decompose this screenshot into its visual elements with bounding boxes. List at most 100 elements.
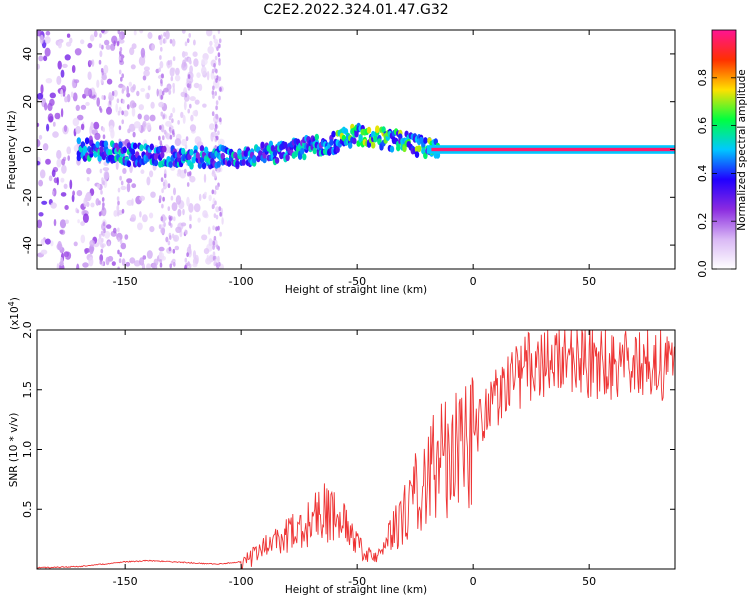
spectrogram-noise-cell <box>170 112 173 118</box>
spectrogram-noise-cell <box>212 34 216 40</box>
spectrogram-noise-cell <box>221 217 224 225</box>
spectrogram-noise-cell <box>217 52 221 58</box>
spectrogram-noise-cell <box>212 203 215 209</box>
spectrogram-noise-cell <box>99 254 104 262</box>
spectrogram-noise-cell <box>165 120 172 127</box>
snr-ytick-label: 1.5 <box>21 381 34 399</box>
spectrogram-noise-cell <box>173 262 176 267</box>
spectrogram-noise-cell <box>184 144 188 150</box>
spectrogram-noise-cell <box>203 248 210 255</box>
spectrogram-noise-cell <box>183 61 187 67</box>
spectrogram-noise-cell <box>130 214 137 222</box>
spectrogram-noise-cell <box>45 30 51 36</box>
spectrogram-noise-cell <box>175 226 182 233</box>
spectrogram-noise-cell <box>170 195 174 201</box>
spectrogram-noise-cell <box>120 185 127 191</box>
spectrogram-noise-cell <box>162 216 167 221</box>
spectrogram-ytick-label: -20 <box>21 188 34 206</box>
spectrogram-noise-cell <box>163 38 166 44</box>
spectrogram-signal-cell <box>199 156 205 164</box>
spectrogram-noise-cell <box>184 41 188 47</box>
spectrogram-noise-cell <box>140 47 146 58</box>
spectrogram-signal-cell <box>122 146 127 154</box>
spectrogram-noise-cell <box>132 84 136 91</box>
spectrogram-noise-cell <box>156 88 159 97</box>
spectrogram-noise-cell <box>56 263 60 269</box>
spectrogram-noise-cell <box>45 78 53 84</box>
spectrogram-noise-cell <box>219 231 222 237</box>
spectrogram-noise-cell <box>99 108 103 113</box>
spectrogram-noise-cell <box>57 40 63 49</box>
spectrogram-noise-cell <box>121 110 124 116</box>
spectrogram-noise-cell <box>37 160 41 166</box>
spectrogram-noise-cell <box>37 30 42 37</box>
spectrogram-signal-cell <box>181 147 186 155</box>
spectrogram-noise-cell <box>88 256 94 267</box>
spectrogram-noise-cell <box>107 241 111 247</box>
spectrogram-noise-cell <box>69 179 73 190</box>
spectrogram-noise-cell <box>159 195 162 201</box>
spectrogram-noise-cell <box>86 177 90 182</box>
spectrogram-xtick-label: 50 <box>582 275 596 288</box>
spectrogram-noise-cell <box>163 87 170 93</box>
spectrogram-signal-cell <box>220 152 225 160</box>
spectrogram-noise-cell <box>172 107 176 114</box>
spectrogram-noise-cell <box>158 224 162 230</box>
spectrogram-noise-cell <box>172 82 175 88</box>
spectrogram-noise-cell <box>64 96 68 103</box>
spectrogram-noise-cell <box>104 230 111 239</box>
spectrogram-noise-cell <box>100 68 104 73</box>
spectrogram-noise-cell <box>184 257 188 263</box>
spectrogram-noise-cell <box>185 136 189 142</box>
spectrogram-noise-cell <box>37 92 44 100</box>
spectrogram-noise-cell <box>202 210 208 218</box>
snr-ytick-label: 2.0 <box>21 321 34 339</box>
spectrogram-noise-cell <box>137 113 142 120</box>
spectrogram-signal-cell <box>354 130 359 138</box>
spectrogram-noise-cell <box>85 101 90 106</box>
colorbar: 0.0 0.2 0.4 0.6 0.8 Normalized spectral ampl… <box>696 29 748 278</box>
snr-series-line <box>37 330 675 569</box>
spectrogram-noise-cell <box>126 182 131 193</box>
spectrogram-noise-cell <box>72 117 80 127</box>
spectrogram-noise-cell <box>53 219 57 227</box>
spectrogram-noise-cell <box>57 60 62 70</box>
spectrogram-noise-cell <box>50 240 54 247</box>
spectrogram-noise-cell <box>82 262 89 268</box>
spectrogram-noise-cell <box>117 187 121 193</box>
spectrogram-noise-cell <box>172 234 180 242</box>
spectrogram-noise-cell <box>89 60 93 66</box>
spectrogram-noise-cell <box>217 225 220 231</box>
spectrogram-noise-cell <box>187 108 190 114</box>
spectrogram-noise-cell <box>209 40 213 47</box>
spectrogram-noise-cell <box>37 219 43 229</box>
spectrogram-signal-cell <box>358 134 363 141</box>
spectrogram-signal-cell <box>272 149 278 157</box>
spectrogram-noise-cell <box>169 134 173 140</box>
spectrogram-noise-cell <box>62 63 68 68</box>
spectrogram-noise-cell <box>159 60 164 69</box>
spectrogram-noise-cell <box>215 214 219 220</box>
spectrogram-noise-cell <box>140 87 146 92</box>
spectrogram-noise-cell <box>71 194 75 203</box>
spectrogram-signal-cell <box>162 145 167 153</box>
spectrogram-noise-cell <box>101 197 105 202</box>
spectrogram-signal-cell <box>130 148 136 156</box>
spectrogram-noise-cell <box>66 33 71 38</box>
spectrogram-signal-cell <box>189 162 194 169</box>
spectrogram-noise-cell <box>138 104 144 111</box>
spectrogram-noise-cell <box>168 246 172 252</box>
spectrogram-noise-cell <box>212 225 215 231</box>
spectrogram-noise-cell <box>183 100 187 111</box>
spectrogram-noise-cell <box>104 39 110 46</box>
spectrogram-noise-cell <box>80 123 85 130</box>
spectrogram-noise-cell <box>160 79 163 84</box>
spectrogram-noise-cell <box>99 33 102 38</box>
spectrogram-noise-cell <box>189 65 194 74</box>
spectrogram-noise-cell <box>216 135 219 141</box>
spectrogram-signal-cell <box>375 125 380 133</box>
spectrogram-noise-cell <box>171 202 178 212</box>
spectrogram-noise-cell <box>146 263 151 269</box>
spectrogram-signal-cell <box>132 142 138 150</box>
spectrogram-noise-cell <box>218 95 221 101</box>
